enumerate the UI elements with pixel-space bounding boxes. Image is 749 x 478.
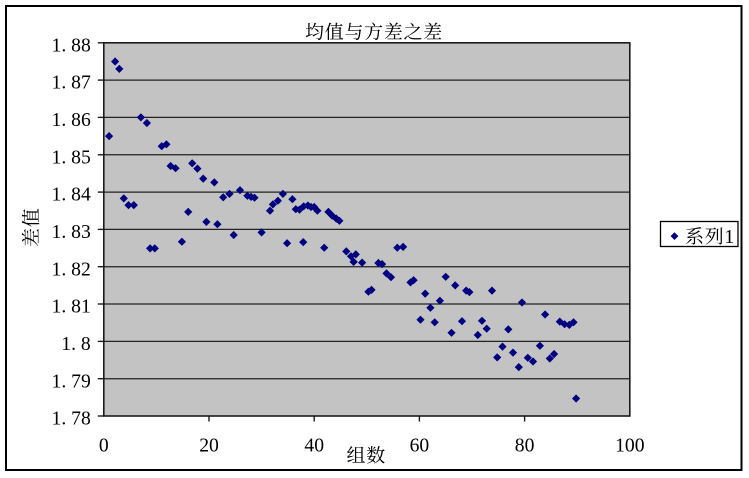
svg-text:1.83: 1. 83 [52,221,91,243]
svg-text:100: 100 [615,434,645,456]
svg-text:1.79: 1. 79 [52,370,91,392]
svg-text:1.87: 1. 87 [52,72,91,94]
svg-text:60: 60 [410,434,430,456]
svg-text:1.81: 1. 81 [52,296,91,318]
svg-text:1.85: 1. 85 [52,146,91,168]
svg-text:1.88: 1. 88 [52,34,91,56]
svg-text:80: 80 [515,434,535,456]
svg-text:40: 40 [304,434,324,456]
svg-text:20: 20 [199,434,219,456]
svg-text:0: 0 [99,434,109,456]
svg-text:1.86: 1. 86 [52,109,91,131]
svg-text:1.78: 1. 78 [52,408,91,430]
svg-text:1: 1 [724,226,734,248]
svg-text:1.82: 1. 82 [52,258,91,280]
svg-text:1.84: 1. 84 [52,184,91,206]
